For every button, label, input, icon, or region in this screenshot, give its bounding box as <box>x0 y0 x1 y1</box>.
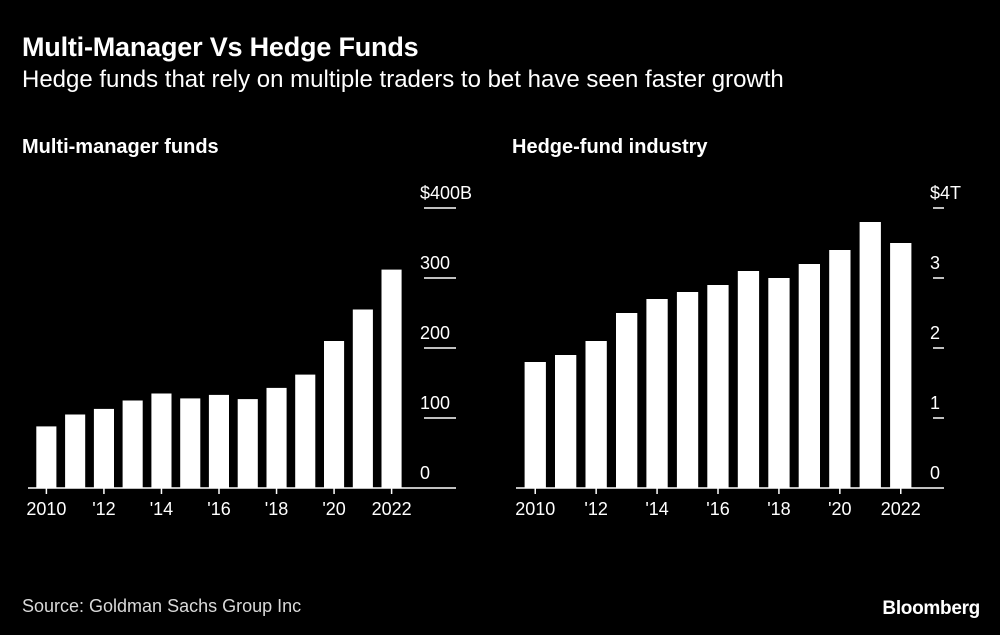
bar-2019 <box>798 264 820 488</box>
bar-2017 <box>237 399 258 488</box>
y-tick-label: 300 <box>420 253 450 273</box>
bar-2014 <box>151 393 172 488</box>
bar-2015 <box>180 398 201 488</box>
bar-2021 <box>859 222 881 488</box>
x-tick-label: 2010 <box>515 499 555 519</box>
x-tick-label: '20 <box>322 499 345 519</box>
y-tick-label: 0 <box>930 463 940 483</box>
source-note: Source: Goldman Sachs Group Inc <box>22 596 302 616</box>
bar-2017 <box>737 271 760 488</box>
bar-2012 <box>585 341 607 488</box>
x-tick-label: '14 <box>150 499 173 519</box>
y-tick-label: $400B <box>420 183 472 203</box>
bar-2016 <box>707 285 729 488</box>
x-tick-label: 2022 <box>881 499 921 519</box>
bar-2012 <box>93 408 114 488</box>
bloomberg-logo: Bloomberg <box>882 598 980 619</box>
chart-title: Multi-Manager Vs Hedge Funds <box>22 32 419 62</box>
bar-2013 <box>616 313 638 488</box>
bar-2010 <box>524 362 546 488</box>
x-tick-label: '18 <box>265 499 288 519</box>
bar-2016 <box>208 394 229 488</box>
bar-2020 <box>829 250 851 488</box>
x-tick-label: '12 <box>92 499 115 519</box>
bar-2011 <box>555 355 577 488</box>
x-tick-label: '20 <box>828 499 851 519</box>
bar-2022 <box>381 269 402 488</box>
multi-manager-panel-title: Multi-manager funds <box>22 136 219 158</box>
bar-2022 <box>890 243 912 488</box>
bar-2010 <box>36 426 57 488</box>
y-tick-label: $4T <box>930 183 961 203</box>
bar-2014 <box>646 299 668 488</box>
bar-2018 <box>768 278 790 488</box>
x-tick-label: '14 <box>645 499 668 519</box>
x-tick-label: '16 <box>207 499 230 519</box>
y-tick-label: 3 <box>930 253 940 273</box>
bar-2020 <box>324 341 345 488</box>
x-tick-label: '16 <box>706 499 729 519</box>
bar-2019 <box>295 374 316 488</box>
bar-2021 <box>352 309 373 488</box>
x-tick-label: 2010 <box>26 499 66 519</box>
bar-2013 <box>122 400 143 488</box>
x-tick-label: '12 <box>584 499 607 519</box>
bar-2011 <box>65 414 86 488</box>
y-tick-label: 2 <box>930 323 940 343</box>
bar-2015 <box>676 292 699 488</box>
chart-subtitle: Hedge funds that rely on multiple trader… <box>22 66 784 93</box>
y-tick-label: 100 <box>420 393 450 413</box>
y-tick-label: 1 <box>930 393 940 413</box>
y-tick-label: 0 <box>420 463 430 483</box>
x-tick-label: 2022 <box>372 499 412 519</box>
bar-2018 <box>266 387 287 488</box>
y-tick-label: 200 <box>420 323 450 343</box>
x-tick-label: '18 <box>767 499 790 519</box>
hedge-fund-panel-title: Hedge-fund industry <box>512 136 708 158</box>
